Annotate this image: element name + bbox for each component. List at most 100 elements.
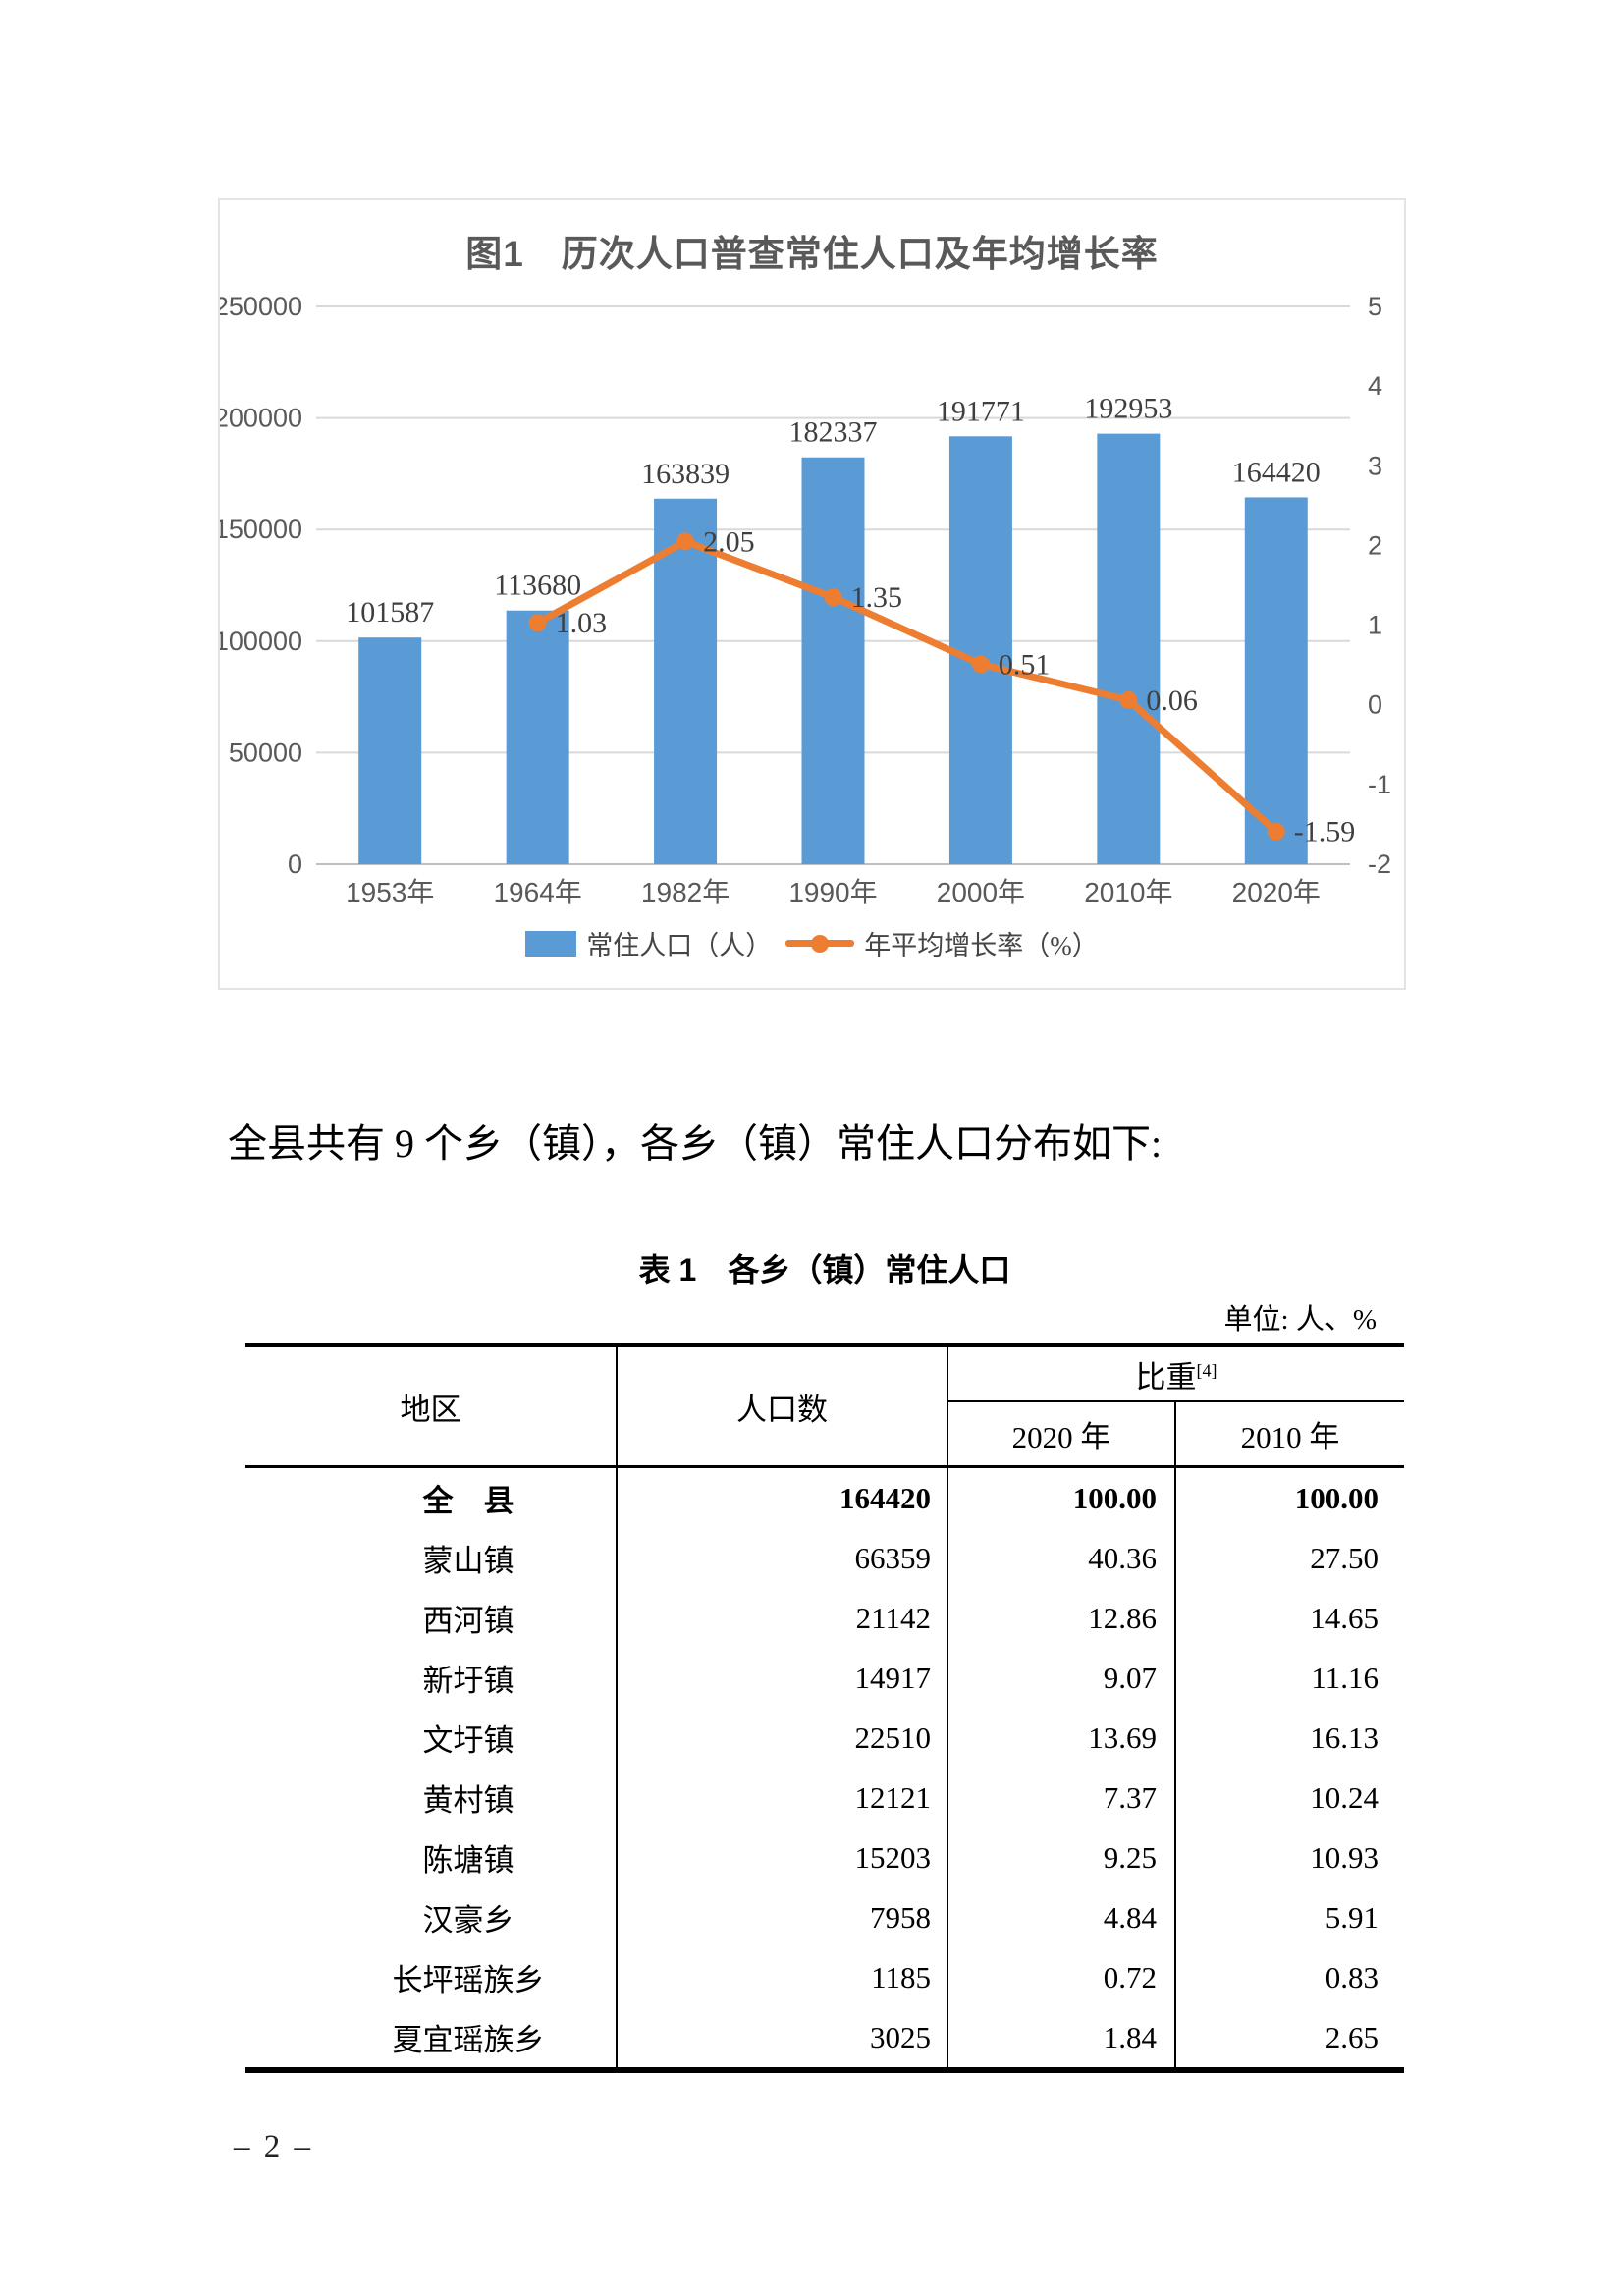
region-cell: 西河镇: [422, 1604, 514, 1638]
table-row: 长坪瑶族乡 1185 0.72 0.83: [245, 1947, 1404, 2007]
population-cell: 15203: [616, 1828, 947, 1887]
svg-text:113680: 113680: [494, 570, 581, 602]
share-2020-cell: 13.69: [947, 1708, 1175, 1768]
table1-wrap: 地区 人口数 比重[4] 2020 年 2010 年 全 县 164420 100.…: [245, 1343, 1404, 2073]
svg-text:191771: 191771: [937, 395, 1025, 427]
svg-text:0: 0: [288, 849, 302, 879]
svg-text:0.51: 0.51: [999, 648, 1051, 681]
region-cell: 蒙山镇: [422, 1544, 514, 1578]
svg-text:101587: 101587: [346, 596, 434, 629]
svg-text:2020年: 2020年: [1232, 877, 1321, 907]
svg-text:1.03: 1.03: [556, 607, 608, 639]
svg-text:5: 5: [1368, 292, 1382, 321]
svg-text:200000: 200000: [220, 404, 302, 433]
share-2010-cell: 0.83: [1174, 1947, 1404, 2007]
legend-label-growth-rate: 年平均增长率（%）: [864, 931, 1099, 960]
svg-text:250000: 250000: [220, 292, 302, 321]
population-cell: 66359: [616, 1528, 947, 1588]
svg-text:1953年: 1953年: [346, 877, 434, 907]
header-share: 比重[4]: [947, 1345, 1404, 1402]
header-share-footnote: [4]: [1196, 1360, 1217, 1381]
share-2010-cell: 10.24: [1174, 1768, 1404, 1828]
svg-text:2: 2: [1368, 530, 1382, 560]
table-row: 陈塘镇 15203 9.25 10.93: [245, 1828, 1404, 1887]
bar-value-labels: 101587 113680 163839 182337 191771 192953 1644…: [346, 393, 1321, 629]
share-2010-cell: 16.13: [1174, 1708, 1404, 1768]
svg-text:1982年: 1982年: [641, 877, 730, 907]
table-row: 文圩镇 22510 13.69 16.13: [245, 1708, 1404, 1768]
table-row: 黄村镇 12121 7.37 10.24: [245, 1768, 1404, 1828]
population-cell: 22510: [616, 1708, 947, 1768]
share-2020-cell: 9.25: [947, 1828, 1175, 1887]
share-2010-cell: 2.65: [1174, 2007, 1404, 2070]
svg-text:1990年: 1990年: [788, 877, 877, 907]
region-cell: 新圩镇: [422, 1664, 514, 1698]
share-2010-cell: 100.00: [1174, 1466, 1404, 1528]
population-cell: 21142: [616, 1588, 947, 1648]
svg-text:100000: 100000: [220, 627, 302, 656]
svg-text:164420: 164420: [1232, 456, 1321, 488]
svg-text:-1: -1: [1368, 770, 1391, 799]
region-cell: 长坪瑶族乡: [392, 1963, 545, 1997]
svg-text:1.35: 1.35: [851, 581, 903, 614]
region-cell: 汉豪乡: [422, 1903, 514, 1938]
region-cell: 文圩镇: [422, 1723, 514, 1758]
svg-text:-1.59: -1.59: [1294, 816, 1356, 848]
share-2020-cell: 4.84: [947, 1887, 1175, 1947]
svg-text:0.06: 0.06: [1146, 684, 1198, 717]
share-2020-cell: 40.36: [947, 1528, 1175, 1588]
table-row: 新圩镇 14917 9.07 11.16: [245, 1648, 1404, 1708]
svg-text:182337: 182337: [789, 416, 878, 449]
svg-text:0: 0: [1368, 690, 1382, 720]
table-header: 地区 人口数 比重[4] 2020 年 2010 年: [245, 1345, 1404, 1468]
region-cell: 夏宜瑶族乡: [392, 2023, 545, 2057]
line-series: 1.03 2.05 1.35 0.51 0.06 -1.59: [528, 525, 1356, 848]
share-2020-cell: 12.86: [947, 1588, 1175, 1648]
population-cell: 164420: [616, 1466, 947, 1528]
svg-text:2000年: 2000年: [937, 877, 1025, 907]
population-cell: 1185: [616, 1947, 947, 2007]
svg-text:2.05: 2.05: [703, 525, 755, 558]
share-2020-cell: 100.00: [947, 1466, 1175, 1528]
svg-text:1: 1: [1368, 611, 1382, 640]
svg-text:163839: 163839: [641, 458, 730, 490]
share-2010-cell: 14.65: [1174, 1588, 1404, 1648]
header-population: 人口数: [616, 1345, 947, 1468]
line-series-swatch-icon: [785, 934, 855, 953]
share-2010-cell: 10.93: [1174, 1828, 1404, 1887]
table-body: 全 县 164420 100.00 100.00 蒙山镇 66359 40.36 27.50 西…: [245, 1466, 1404, 2070]
table-row: 全 县 164420 100.00 100.00: [245, 1466, 1404, 1528]
svg-text:1964年: 1964年: [493, 877, 581, 907]
page-number: – 2 –: [234, 2129, 313, 2164]
population-cell: 7958: [616, 1887, 947, 1947]
share-2020-cell: 9.07: [947, 1648, 1175, 1708]
share-2020-cell: 1.84: [947, 2007, 1175, 2070]
svg-text:3: 3: [1368, 451, 1382, 480]
region-cell: 黄村镇: [422, 1783, 514, 1818]
header-2010: 2010 年: [1174, 1401, 1404, 1468]
population-table: 地区 人口数 比重[4] 2020 年 2010 年 全 县 164420 100.…: [245, 1343, 1404, 2073]
figure1-chart: 101587 113680 163839 182337 191771 192953 1644…: [218, 198, 1406, 990]
svg-text:-2: -2: [1368, 849, 1391, 879]
share-2020-cell: 7.37: [947, 1768, 1175, 1828]
region-cell: 陈塘镇: [422, 1843, 514, 1878]
header-share-label: 比重: [1135, 1359, 1197, 1394]
table-row: 蒙山镇 66359 40.36 27.50: [245, 1528, 1404, 1588]
legend-item-growth-rate: 年平均增长率（%）: [785, 924, 1099, 962]
body-paragraph: 全县共有 9 个乡（镇），各乡（镇）常住人口分布如下:: [228, 1121, 1163, 1166]
population-cell: 12121: [616, 1768, 947, 1828]
svg-text:192953: 192953: [1084, 393, 1172, 425]
bar-series-swatch-icon: [525, 930, 577, 957]
legend-item-population: 常住人口（人）: [525, 924, 772, 962]
svg-text:4: 4: [1368, 371, 1382, 401]
table-row: 夏宜瑶族乡 3025 1.84 2.65: [245, 2007, 1404, 2070]
chart-title: 图1 历次人口普查常住人口及年均增长率: [465, 234, 1159, 274]
line-marker-icon: [811, 934, 830, 953]
table-row: 汉豪乡 7958 4.84 5.91: [245, 1887, 1404, 1947]
region-cell: 全 县: [422, 1484, 514, 1518]
share-2020-cell: 0.72: [947, 1947, 1175, 2007]
table-title: 表 1 各乡（镇）常住人口: [638, 1252, 1011, 1287]
x-axis-labels: 1953年 1964年 1982年 1990年 2000年 2010年 2020年: [346, 877, 1321, 907]
header-2020: 2020 年: [947, 1401, 1175, 1468]
